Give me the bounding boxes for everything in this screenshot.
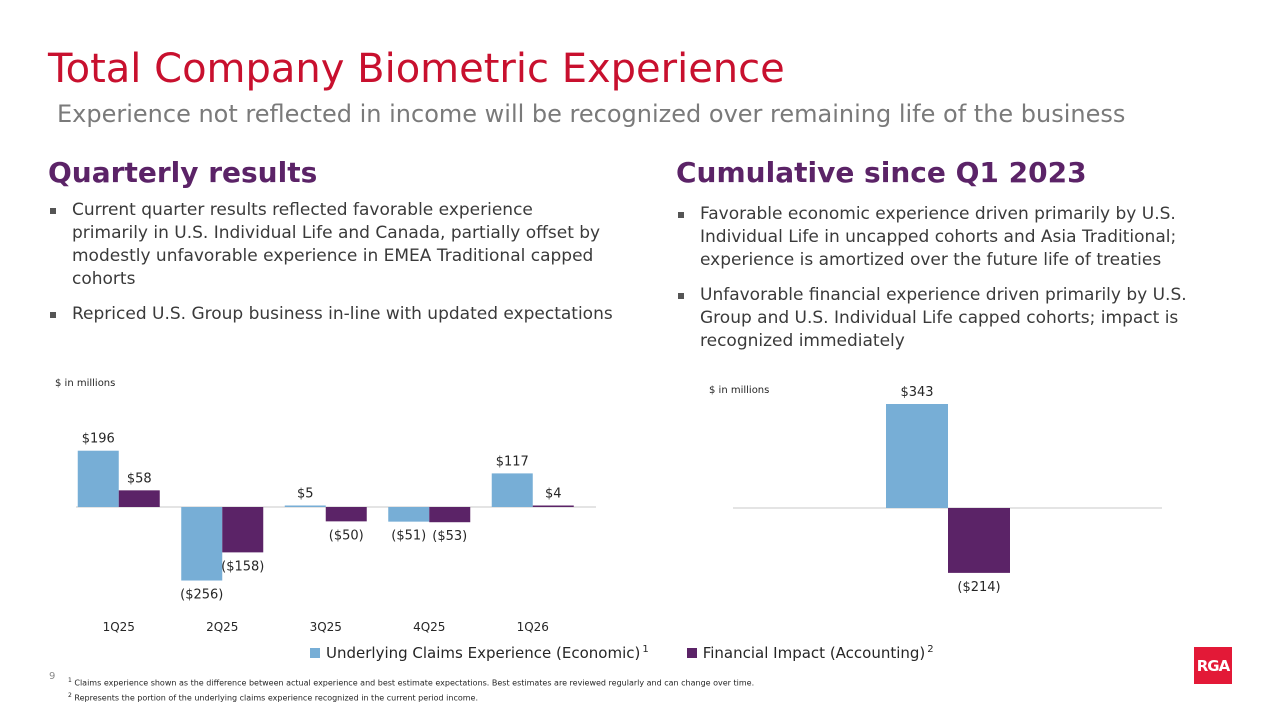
cumulative-bullets: Favorable economic experience driven pri… (676, 203, 1236, 365)
page-title: Total Company Biometric Experience (48, 46, 785, 92)
bar-economic (284, 505, 326, 507)
quarterly-heading: Quarterly results (48, 156, 318, 189)
quarterly-bullet: Repriced U.S. Group business in-line wit… (48, 303, 613, 326)
bar-economic (388, 507, 430, 522)
footnote-mark: 2 (68, 691, 72, 699)
bar-economic (181, 507, 223, 581)
bar-economic (886, 404, 948, 508)
legend-item-economic: Underlying Claims Experience (Economic) 1 (310, 644, 649, 662)
data-label: $343 (900, 385, 933, 400)
bar-accounting (948, 508, 1010, 573)
bar-accounting (118, 490, 160, 507)
category-label: 3Q25 (310, 620, 342, 634)
footnote: 1 Claims experience shown as the differe… (68, 675, 754, 690)
data-label: ($158) (221, 559, 264, 574)
legend-label-accounting: Financial Impact (Accounting) (702, 644, 926, 662)
footnote-text: Represents the portion of the underlying… (74, 693, 478, 703)
data-label: ($53) (432, 529, 467, 544)
data-label: ($51) (391, 529, 426, 544)
data-label: $117 (496, 454, 529, 469)
data-label: $5 (297, 487, 314, 502)
page-number: 9 (49, 671, 56, 682)
unit-label: $ in millions (709, 385, 769, 396)
bar-economic (77, 450, 119, 507)
bar-accounting (532, 505, 574, 507)
bar-accounting (222, 507, 264, 553)
footnote-text: Claims experience shown as the differenc… (74, 678, 755, 688)
bar-accounting (429, 507, 471, 523)
chart-legend: Underlying Claims Experience (Economic) 1… (310, 644, 972, 662)
category-label: 4Q25 (413, 620, 445, 634)
category-label: 1Q26 (517, 620, 549, 634)
bar-accounting (325, 507, 367, 522)
cumulative-bullet: Favorable economic experience driven pri… (676, 203, 1236, 272)
legend-note-accounting: 2 (927, 643, 934, 655)
quarterly-chart: $ in millions $196 $58 1Q25 ($256) ($158) 2Q25… (55, 378, 596, 634)
unit-label: $ in millions (55, 378, 115, 389)
category-label: 1Q25 (103, 620, 135, 634)
data-label: ($256) (180, 588, 223, 603)
category-label: 2Q25 (206, 620, 238, 634)
data-label: ($214) (957, 580, 1000, 595)
legend-note-economic: 1 (642, 643, 649, 655)
data-label: $58 (127, 471, 152, 486)
data-label: $4 (545, 487, 562, 502)
legend-label-economic: Underlying Claims Experience (Economic) (326, 644, 641, 662)
legend-swatch-accounting (686, 648, 697, 658)
cumulative-chart: $ in millions $343 ($214) (709, 385, 1162, 595)
data-label: ($50) (329, 528, 364, 543)
rga-logo: RGA (1194, 647, 1232, 684)
data-label: $196 (82, 432, 115, 447)
cumulative-bullet: Unfavorable financial experience driven … (676, 284, 1236, 353)
cumulative-heading: Cumulative since Q1 2023 (676, 156, 1087, 189)
page-subtitle: Experience not reflected in income will … (57, 100, 1126, 128)
footnote-mark: 1 (68, 677, 72, 684)
bar-economic (491, 473, 533, 507)
quarterly-bullet: Current quarter results reflected favora… (48, 199, 613, 291)
legend-item-accounting: Financial Impact (Accounting) 2 (686, 643, 934, 662)
footnotes: 1 Claims experience shown as the differe… (68, 675, 754, 704)
legend-swatch-economic (310, 648, 320, 658)
footnote: 2 Represents the portion of the underlyi… (68, 690, 754, 705)
quarterly-bullets: Current quarter results reflected favora… (48, 199, 613, 338)
